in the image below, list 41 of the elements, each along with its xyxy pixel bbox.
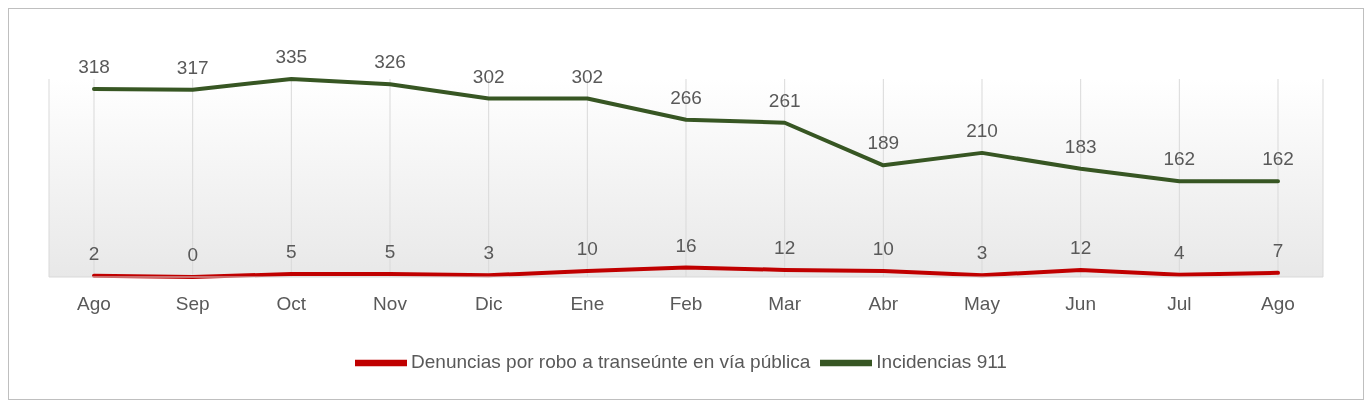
data-label: 335 <box>275 46 308 67</box>
data-label: 3 <box>976 242 988 264</box>
data-label: 16 <box>675 234 697 256</box>
data-label: 2 <box>88 242 100 264</box>
x-tick-label: Feb <box>669 293 703 315</box>
data-label: 266 <box>670 86 702 108</box>
x-tick-label: Ago <box>1261 293 1295 315</box>
x-tick-label: Abr <box>868 293 899 315</box>
data-label: 210 <box>966 119 998 141</box>
legend-label: Incidencias 911 <box>876 351 1007 373</box>
x-tick-label: Oct <box>276 293 307 315</box>
data-label: 5 <box>286 241 297 263</box>
data-label: 326 <box>374 51 406 73</box>
data-label: 12 <box>774 236 796 258</box>
data-label: 261 <box>768 89 801 111</box>
x-tick-label: Mar <box>768 293 802 315</box>
data-label: 4 <box>1174 241 1186 263</box>
x-tick-label: Nov <box>373 293 408 315</box>
x-tick-label: May <box>964 293 1001 315</box>
data-label: 189 <box>867 132 900 154</box>
data-label: 12 <box>1070 236 1092 258</box>
x-tick-label: Dic <box>474 293 503 315</box>
data-label: 162 <box>1262 148 1294 170</box>
data-label: 317 <box>176 56 209 78</box>
data-label: 302 <box>472 65 505 87</box>
data-label: 183 <box>1064 135 1097 157</box>
x-tick-label: Sep <box>175 293 210 315</box>
x-tick-label: Jun <box>1065 293 1096 315</box>
data-label: 5 <box>384 241 396 263</box>
data-label: 3 <box>483 242 494 264</box>
data-label: 318 <box>78 56 110 78</box>
data-label: 10 <box>872 238 894 260</box>
x-tick-label: Jul <box>1167 293 1192 315</box>
x-tick-label: Ago <box>77 293 111 315</box>
x-tick-label: Ene <box>570 293 605 315</box>
data-label: 7 <box>1272 239 1284 261</box>
legend-label: Denuncias por robo a transeúnte en vía pública <box>411 351 811 373</box>
data-label: 10 <box>576 238 598 260</box>
data-label: 0 <box>187 244 198 265</box>
data-label: 302 <box>571 65 604 87</box>
data-label: 162 <box>1163 148 1196 170</box>
